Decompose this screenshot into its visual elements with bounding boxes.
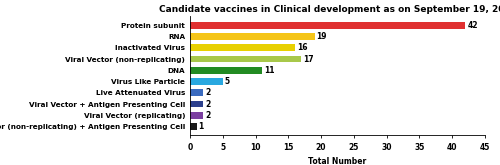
Text: 19: 19	[316, 32, 327, 41]
X-axis label: Total Number: Total Number	[308, 158, 366, 165]
Text: 42: 42	[468, 21, 478, 30]
Bar	[190, 33, 314, 40]
Text: 2: 2	[205, 111, 210, 120]
Text: 17: 17	[304, 54, 314, 64]
Bar	[190, 89, 203, 96]
Title: Candidate vaccines in Clinical development as on September 19, 2021: Candidate vaccines in Clinical developme…	[158, 5, 500, 14]
Text: 11: 11	[264, 66, 274, 75]
Text: 2: 2	[205, 88, 210, 97]
Bar	[190, 67, 262, 74]
Text: 16: 16	[297, 43, 308, 52]
Text: 2: 2	[205, 99, 210, 109]
Bar	[190, 78, 223, 85]
Text: 1: 1	[198, 122, 204, 131]
Bar	[190, 101, 203, 107]
Bar	[190, 56, 302, 62]
Bar	[190, 112, 203, 119]
Bar	[190, 44, 295, 51]
Bar	[190, 123, 196, 130]
Text: 5: 5	[224, 77, 230, 86]
Bar	[190, 22, 466, 29]
